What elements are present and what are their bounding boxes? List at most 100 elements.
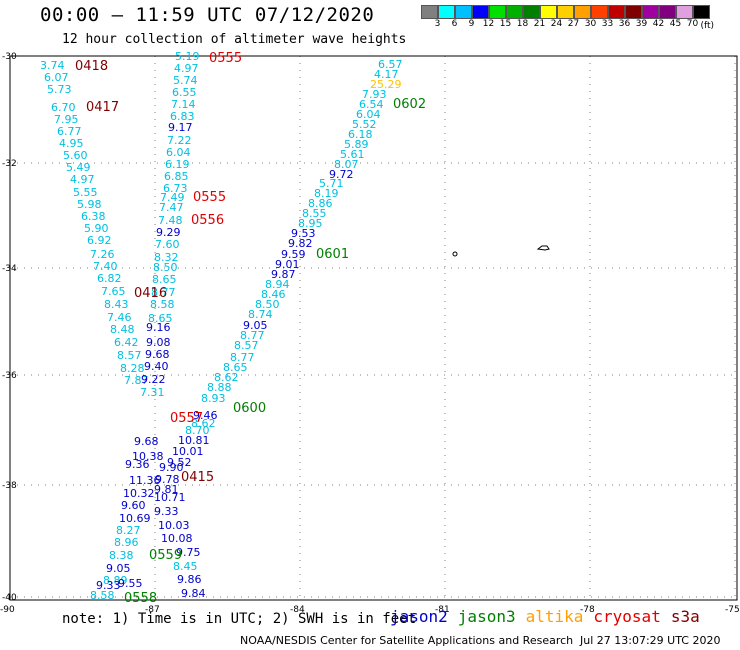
wave-height-label: 6.04 <box>356 108 381 121</box>
wave-height-label: 10.71 <box>154 491 186 504</box>
legend-tick: 27 <box>567 19 580 29</box>
wave-height-label: 8.74 <box>248 308 273 321</box>
lat-label: -40 <box>2 593 17 603</box>
wave-height-label: 8.57 <box>117 349 142 362</box>
wave-height-label: 5.74 <box>173 74 198 87</box>
map-subtitle: 12 hour collection of altimeter wave hei… <box>62 32 407 47</box>
legend-swatch <box>574 5 591 19</box>
wave-height-label: 9.60 <box>121 499 146 512</box>
wave-height-label: 10.32 <box>123 487 155 500</box>
wave-height-label: 8.50 <box>153 261 178 274</box>
wave-height-label: 9.78 <box>155 473 180 486</box>
wave-height-label: 5.71 <box>319 177 344 190</box>
legend-tick: 3 <box>434 19 441 29</box>
wave-height-label: 8.65 <box>148 312 173 325</box>
wave-height-label: 4.97 <box>174 62 199 75</box>
legend-tick: 36 <box>618 19 631 29</box>
legend-swatch <box>693 5 710 19</box>
wave-height-label: 8.58 <box>150 298 175 311</box>
wave-height-label: 8.70 <box>185 424 210 437</box>
wave-height-label: 6.70 <box>51 101 76 114</box>
wave-height-label: 8.28 <box>120 362 145 375</box>
wave-height-label: 9.08 <box>146 336 171 349</box>
color-scale-unit: (ft) <box>700 21 714 31</box>
credit-text: NOAA/NESDIS Center for Satellite Applica… <box>240 634 574 647</box>
footnote: note: 1) Time is in UTC; 2) SWH is in fe… <box>62 611 417 627</box>
legend-swatch <box>421 5 438 19</box>
wave-height-label: 7.65 <box>101 285 126 298</box>
wave-height-label: 6.38 <box>81 210 106 223</box>
pass-time-label: 0600 <box>233 401 266 416</box>
wave-height-label: 8.07 <box>334 158 359 171</box>
wave-height-label: 8.86 <box>308 197 333 210</box>
wave-height-label: 8.58 <box>90 589 115 602</box>
color-scale-legend: 3 6 9 12 15 18 21 24 27 30 33 36 39 42 45 70 (ft) <box>421 5 714 31</box>
wave-height-label: 6.92 <box>87 234 112 247</box>
legend-tick: 15 <box>499 19 512 29</box>
wave-height-label: 5.98 <box>77 198 102 211</box>
legend-tick: 6 <box>451 19 458 29</box>
wave-height-label: 6.18 <box>348 128 373 141</box>
wave-height-label: 9.55 <box>118 577 143 590</box>
pass-time-label: 0416 <box>134 286 167 301</box>
wave-height-label: 9.90 <box>159 461 184 474</box>
wave-height-label: 8.43 <box>104 298 129 311</box>
lon-label: -90 <box>0 605 15 615</box>
legend-tick: 39 <box>635 19 648 29</box>
wave-height-label: 9.59 <box>281 248 306 261</box>
wave-height-label: 7.26 <box>90 248 115 261</box>
satellite-legend: jason2 jason3 altika cryosat s3a <box>390 607 700 626</box>
wave-height-label: 9.87 <box>271 268 296 281</box>
pass-time-label: 0555 <box>209 51 242 66</box>
wave-height-label: 10.08 <box>161 532 193 545</box>
wave-height-label: 9.68 <box>145 348 170 361</box>
wave-height-label: 6.07 <box>44 71 69 84</box>
wave-height-label: 4.17 <box>374 68 399 81</box>
wave-height-label: 5.73 <box>47 83 72 96</box>
legend-swatch <box>540 5 557 19</box>
lat-label: -34 <box>2 264 17 274</box>
wave-height-label: 8.50 <box>255 298 280 311</box>
pass-time-label: 0559 <box>149 548 182 563</box>
satellite-legend-item: jason3 <box>457 607 516 626</box>
wave-height-label: 8.27 <box>116 524 141 537</box>
wave-height-label: 10.01 <box>172 445 204 458</box>
wave-height-label: 9.05 <box>243 319 268 332</box>
lat-label: -32 <box>2 159 17 169</box>
wave-height-label: 8.65 <box>223 361 248 374</box>
wave-height-label: 5.55 <box>73 186 98 199</box>
wave-height-label: 7.49 <box>160 191 185 204</box>
wave-height-label: 9.40 <box>144 360 169 373</box>
color-scale-ticks: 3 6 9 12 15 18 21 24 27 30 33 36 39 42 45 70 <box>429 19 710 29</box>
wave-height-label: 9.84 <box>181 587 206 600</box>
legend-swatch <box>489 5 506 19</box>
wave-height-label: 8.77 <box>240 329 265 342</box>
wave-height-label: 8.77 <box>151 286 176 299</box>
map-frame <box>9 55 738 601</box>
wave-height-label: 4.95 <box>59 137 84 150</box>
wave-height-label: 9.68 <box>134 435 159 448</box>
lon-label: -84 <box>290 605 305 615</box>
island-marker <box>452 251 458 257</box>
legend-tick: 9 <box>468 19 475 29</box>
wave-height-label: 9.17 <box>168 121 193 134</box>
wave-height-label: 9.81 <box>154 483 179 496</box>
satellite-legend-item: cryosat <box>593 607 661 626</box>
wave-height-label: 5.90 <box>84 222 109 235</box>
wave-height-label: 6.73 <box>163 182 188 195</box>
lat-label: -38 <box>2 481 17 491</box>
timestamp-text: Jul 27 13:07:29 UTC 2020 <box>580 634 721 647</box>
wave-height-label: 6.55 <box>172 86 197 99</box>
wave-height-label: 8.62 <box>191 417 216 430</box>
lon-label: -87 <box>145 605 160 615</box>
wave-height-label: 6.85 <box>164 170 189 183</box>
pass-time-label: 0558 <box>124 591 157 606</box>
legend-tick: 45 <box>669 19 682 29</box>
wave-height-label: 5.89 <box>344 138 369 151</box>
legend-swatch <box>438 5 455 19</box>
wave-height-label: 25.29 <box>370 78 402 91</box>
wave-height-label: 8.55 <box>302 207 327 220</box>
wave-height-label: 8.19 <box>314 187 339 200</box>
wave-height-label: 7.46 <box>107 311 132 324</box>
wave-height-label: 10.03 <box>158 519 190 532</box>
